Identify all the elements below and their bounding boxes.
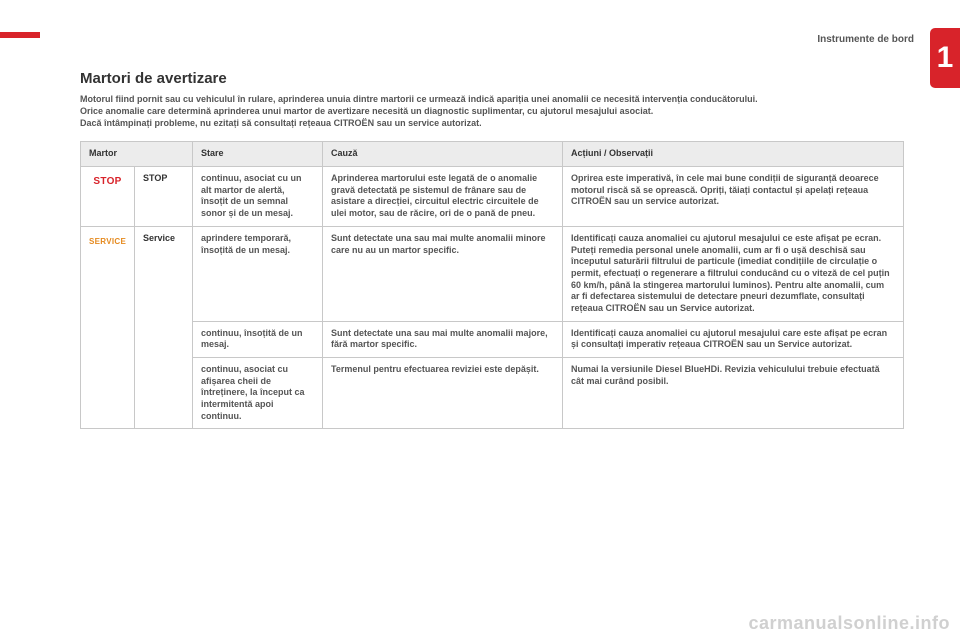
service-r1-actiuni: Identificați cauza anomaliei cu ajutorul… (563, 226, 904, 321)
intro-line-3: Dacă întâmpinați probleme, nu ezitați să… (80, 118, 482, 128)
chapter-tab: 1 (930, 28, 960, 88)
table-row: continuu, însoțită de un mesaj. Sunt det… (81, 321, 904, 357)
watermark: carmanualsonline.info (748, 613, 950, 634)
chapter-number: 1 (937, 41, 954, 75)
header-section-label: Instrumente de bord (817, 34, 914, 45)
intro-text: Motorul fiind pornit sau cu vehiculul în… (80, 93, 904, 129)
service-r3-actiuni: Numai la versiunile Diesel BlueHDi. Revi… (563, 358, 904, 429)
service-icon-cell: SERVICE (81, 226, 135, 429)
service-name: Service (135, 226, 193, 429)
col-stare: Stare (193, 142, 323, 167)
page-content: Martori de avertizare Motorul fiind porn… (80, 70, 904, 429)
stop-icon: STOP (93, 176, 121, 187)
service-r3-stare: continuu, asociat cu afișarea cheii de î… (193, 358, 323, 429)
table-row: continuu, asociat cu afișarea cheii de î… (81, 358, 904, 429)
service-r1-cauza: Sunt detectate una sau mai multe anomali… (323, 226, 563, 321)
warning-lamps-table: Martor Stare Cauză Acțiuni / Observații … (80, 141, 904, 429)
intro-line-1: Motorul fiind pornit sau cu vehiculul în… (80, 94, 758, 104)
accent-bar (0, 32, 40, 38)
stop-name: STOP (135, 167, 193, 227)
stop-actiuni: Oprirea este imperativă, în cele mai bun… (563, 167, 904, 227)
col-cauza: Cauză (323, 142, 563, 167)
intro-line-2: Orice anomalie care determină aprinderea… (80, 106, 653, 116)
page-title: Martori de avertizare (80, 70, 904, 87)
service-r2-actiuni: Identificați cauza anomaliei cu ajutorul… (563, 321, 904, 357)
service-r2-stare: continuu, însoțită de un mesaj. (193, 321, 323, 357)
table-row: SERVICE Service aprindere temporară, îns… (81, 226, 904, 321)
col-martor: Martor (81, 142, 193, 167)
stop-cauza: Aprinderea martorului este legată de o a… (323, 167, 563, 227)
table-header-row: Martor Stare Cauză Acțiuni / Observații (81, 142, 904, 167)
service-r3-cauza: Termenul pentru efectuarea reviziei este… (323, 358, 563, 429)
service-icon: SERVICE (89, 237, 126, 246)
col-actiuni: Acțiuni / Observații (563, 142, 904, 167)
service-r1-stare: aprindere temporară, însoțită de un mesa… (193, 226, 323, 321)
table-row: STOP STOP continuu, asociat cu un alt ma… (81, 167, 904, 227)
service-r2-cauza: Sunt detectate una sau mai multe anomali… (323, 321, 563, 357)
stop-icon-cell: STOP (81, 167, 135, 227)
stop-stare: continuu, asociat cu un alt martor de al… (193, 167, 323, 227)
